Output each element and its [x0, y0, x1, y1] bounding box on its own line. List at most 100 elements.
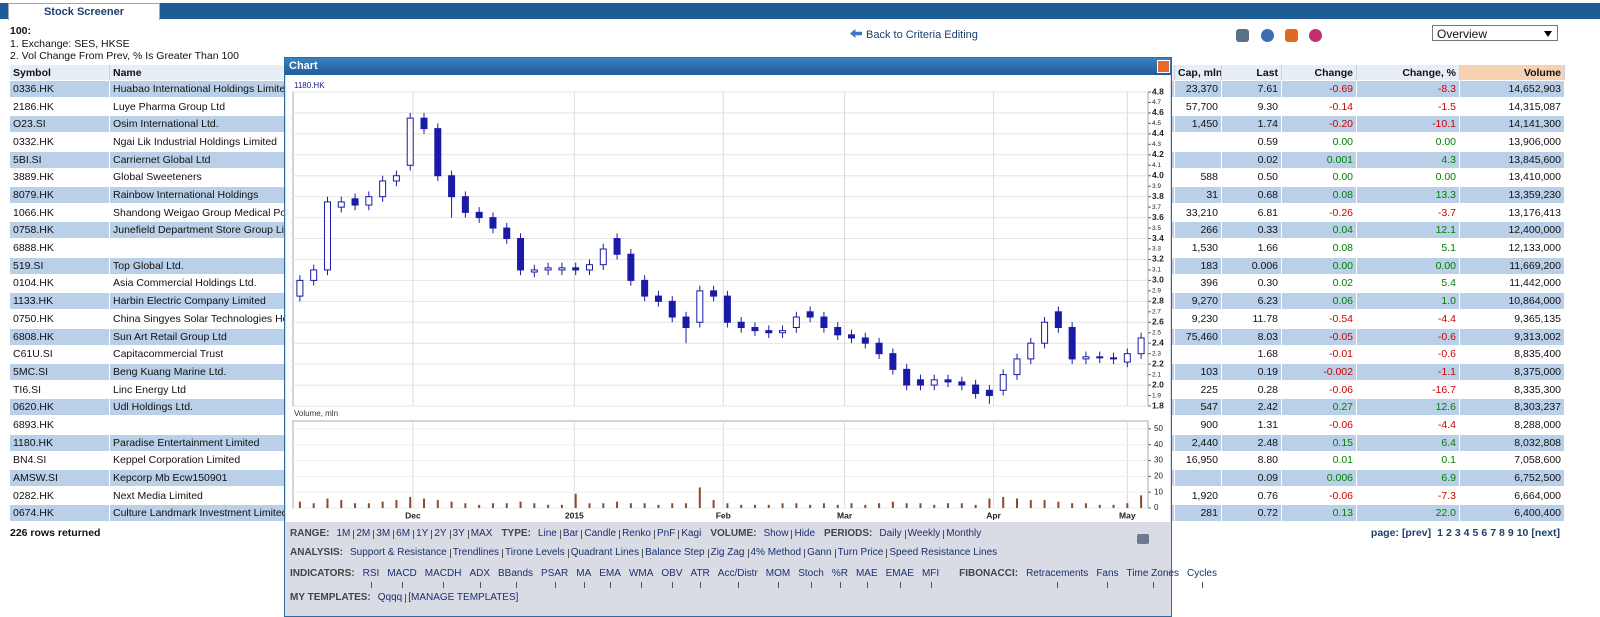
- control-option[interactable]: BBands: [494, 568, 537, 588]
- page-link[interactable]: 9: [1507, 527, 1514, 539]
- control-option[interactable]: OBV: [657, 568, 686, 588]
- table-cell[interactable]: 5BI.SI: [10, 151, 110, 169]
- control-option[interactable]: 1Y: [413, 528, 431, 539]
- control-option[interactable]: Retracements: [1022, 568, 1092, 588]
- column-header[interactable]: Last: [1222, 65, 1282, 81]
- table-cell[interactable]: 1066.HK: [10, 204, 110, 222]
- page-link[interactable]: 10: [1516, 527, 1529, 539]
- control-option[interactable]: Line: [537, 528, 557, 539]
- page-link[interactable]: 8: [1499, 527, 1505, 539]
- control-option[interactable]: Support & Resistance: [349, 547, 447, 558]
- table-cell[interactable]: 0674.HK: [10, 505, 110, 523]
- control-option[interactable]: Candle: [581, 528, 619, 539]
- table-cell[interactable]: 0332.HK: [10, 134, 110, 152]
- control-option[interactable]: 4% Method: [747, 547, 805, 558]
- control-option[interactable]: Stoch: [794, 568, 828, 588]
- table-cell[interactable]: 2186.HK: [10, 98, 110, 116]
- control-option[interactable]: Speed Resistance Lines: [886, 547, 1000, 558]
- export-icon[interactable]: [1285, 29, 1298, 42]
- column-header[interactable]: Change: [1282, 65, 1357, 81]
- control-option[interactable]: Time Zones: [1123, 568, 1183, 588]
- table-cell[interactable]: 6888.HK: [10, 240, 110, 258]
- back-text[interactable]: Back to Criteria Editing: [866, 29, 978, 41]
- control-option[interactable]: Kagi: [678, 528, 704, 539]
- table-cell[interactable]: BN4.SI: [10, 452, 110, 470]
- table-cell[interactable]: O23.SI: [10, 116, 110, 134]
- control-option[interactable]: Acc/Distr: [714, 568, 762, 588]
- control-option[interactable]: PSAR: [537, 568, 572, 588]
- control-option[interactable]: 6M: [393, 528, 413, 539]
- column-header[interactable]: Symbol: [10, 65, 110, 81]
- control-option[interactable]: Show: [763, 528, 789, 539]
- table-cell[interactable]: 6893.HK: [10, 416, 110, 434]
- prev[interactable]: [prev]: [1401, 527, 1432, 539]
- control-option[interactable]: 2Y: [431, 528, 449, 539]
- table-cell[interactable]: 0282.HK: [10, 487, 110, 505]
- control-option[interactable]: RSI: [359, 568, 384, 588]
- table-cell[interactable]: 519.SI: [10, 257, 110, 275]
- control-option[interactable]: Hide: [791, 528, 818, 539]
- column-header[interactable]: Cap, mln: [1175, 65, 1222, 81]
- page-link[interactable]: 2: [1445, 527, 1452, 539]
- watch-icon[interactable]: [1309, 29, 1322, 42]
- control-option[interactable]: Gann: [804, 547, 834, 558]
- control-option[interactable]: [MANAGE TEMPLATES]: [405, 592, 521, 603]
- page-link[interactable]: 7: [1490, 527, 1497, 539]
- close-button[interactable]: [1157, 60, 1170, 73]
- column-header[interactable]: Change, %: [1357, 65, 1460, 81]
- control-option[interactable]: Tirone Levels: [502, 547, 568, 558]
- control-option[interactable]: EMAE: [882, 568, 918, 588]
- control-option[interactable]: PnF: [653, 528, 678, 539]
- control-option[interactable]: Qqqq: [377, 592, 403, 603]
- web-icon[interactable]: [1261, 29, 1274, 42]
- control-option[interactable]: 2M: [353, 528, 373, 539]
- control-option[interactable]: Fans: [1092, 568, 1122, 588]
- table-cell[interactable]: 5MC.SI: [10, 363, 110, 381]
- page-link[interactable]: 6: [1481, 527, 1488, 539]
- table-cell[interactable]: AMSW.SI: [10, 469, 110, 487]
- table-cell[interactable]: 0104.HK: [10, 275, 110, 293]
- control-option[interactable]: MACDH: [421, 568, 466, 588]
- control-option[interactable]: 1M: [336, 528, 351, 539]
- control-option[interactable]: MAX: [467, 528, 496, 539]
- control-option[interactable]: Quadrant Lines: [567, 547, 642, 558]
- table-cell[interactable]: 3889.HK: [10, 169, 110, 187]
- control-option[interactable]: Monthly: [943, 528, 984, 539]
- table-cell[interactable]: 1180.HK: [10, 434, 110, 452]
- table-cell[interactable]: 6808.HK: [10, 328, 110, 346]
- print-icon[interactable]: [1137, 534, 1149, 544]
- table-cell[interactable]: 0336.HK: [10, 81, 110, 98]
- control-option[interactable]: Renko: [619, 528, 654, 539]
- control-option[interactable]: MAE: [852, 568, 882, 588]
- table-cell[interactable]: C61U.SI: [10, 346, 110, 364]
- control-option[interactable]: Daily: [879, 528, 902, 539]
- control-option[interactable]: ADX: [465, 568, 494, 588]
- control-option[interactable]: Balance Step: [642, 547, 708, 558]
- tab[interactable]: Stock Screener: [8, 3, 160, 20]
- control-option[interactable]: %R: [828, 568, 852, 588]
- print-icon[interactable]: [1236, 29, 1249, 42]
- view-select[interactable]: Overview: [1432, 25, 1558, 41]
- page-link[interactable]: 3: [1454, 527, 1461, 539]
- control-option[interactable]: 3M: [373, 528, 393, 539]
- page-link[interactable]: 4: [1463, 527, 1470, 539]
- control-option[interactable]: MA: [572, 568, 595, 588]
- table-cell[interactable]: 1133.HK: [10, 293, 110, 311]
- page-link[interactable]: 1: [1437, 527, 1443, 539]
- control-option[interactable]: ATR: [687, 568, 714, 588]
- control-option[interactable]: WMA: [625, 568, 657, 588]
- table-cell[interactable]: TI6.SI: [10, 381, 110, 399]
- back-link[interactable]: Back to Criteria Editing: [850, 29, 978, 41]
- column-header[interactable]: Volume: [1460, 65, 1565, 81]
- table-cell[interactable]: 8079.HK: [10, 187, 110, 205]
- control-option[interactable]: Weekly: [904, 528, 944, 539]
- table-cell[interactable]: 0620.HK: [10, 399, 110, 417]
- control-option[interactable]: Turn Price: [834, 547, 887, 558]
- table-cell[interactable]: 0750.HK: [10, 310, 110, 328]
- control-option[interactable]: MOM: [762, 568, 794, 588]
- control-option[interactable]: Zig Zag: [707, 547, 748, 558]
- control-option[interactable]: Cycles: [1183, 568, 1221, 588]
- table-cell[interactable]: 0758.HK: [10, 222, 110, 240]
- control-option[interactable]: 3Y: [449, 528, 468, 539]
- control-option[interactable]: EMA: [595, 568, 625, 588]
